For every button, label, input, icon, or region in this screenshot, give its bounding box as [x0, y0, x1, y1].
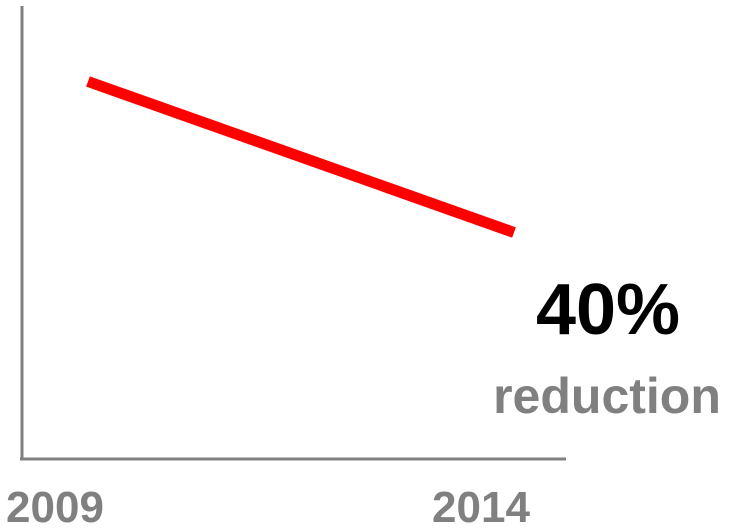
- reduction-percent: 40%: [536, 270, 680, 350]
- x-tick-label-2009: 2009: [6, 483, 104, 529]
- x-tick-label-2014: 2014: [432, 483, 530, 529]
- reduction-label: reduction: [493, 368, 721, 424]
- series-layer: [86, 76, 516, 238]
- series-line-0: [86, 76, 516, 238]
